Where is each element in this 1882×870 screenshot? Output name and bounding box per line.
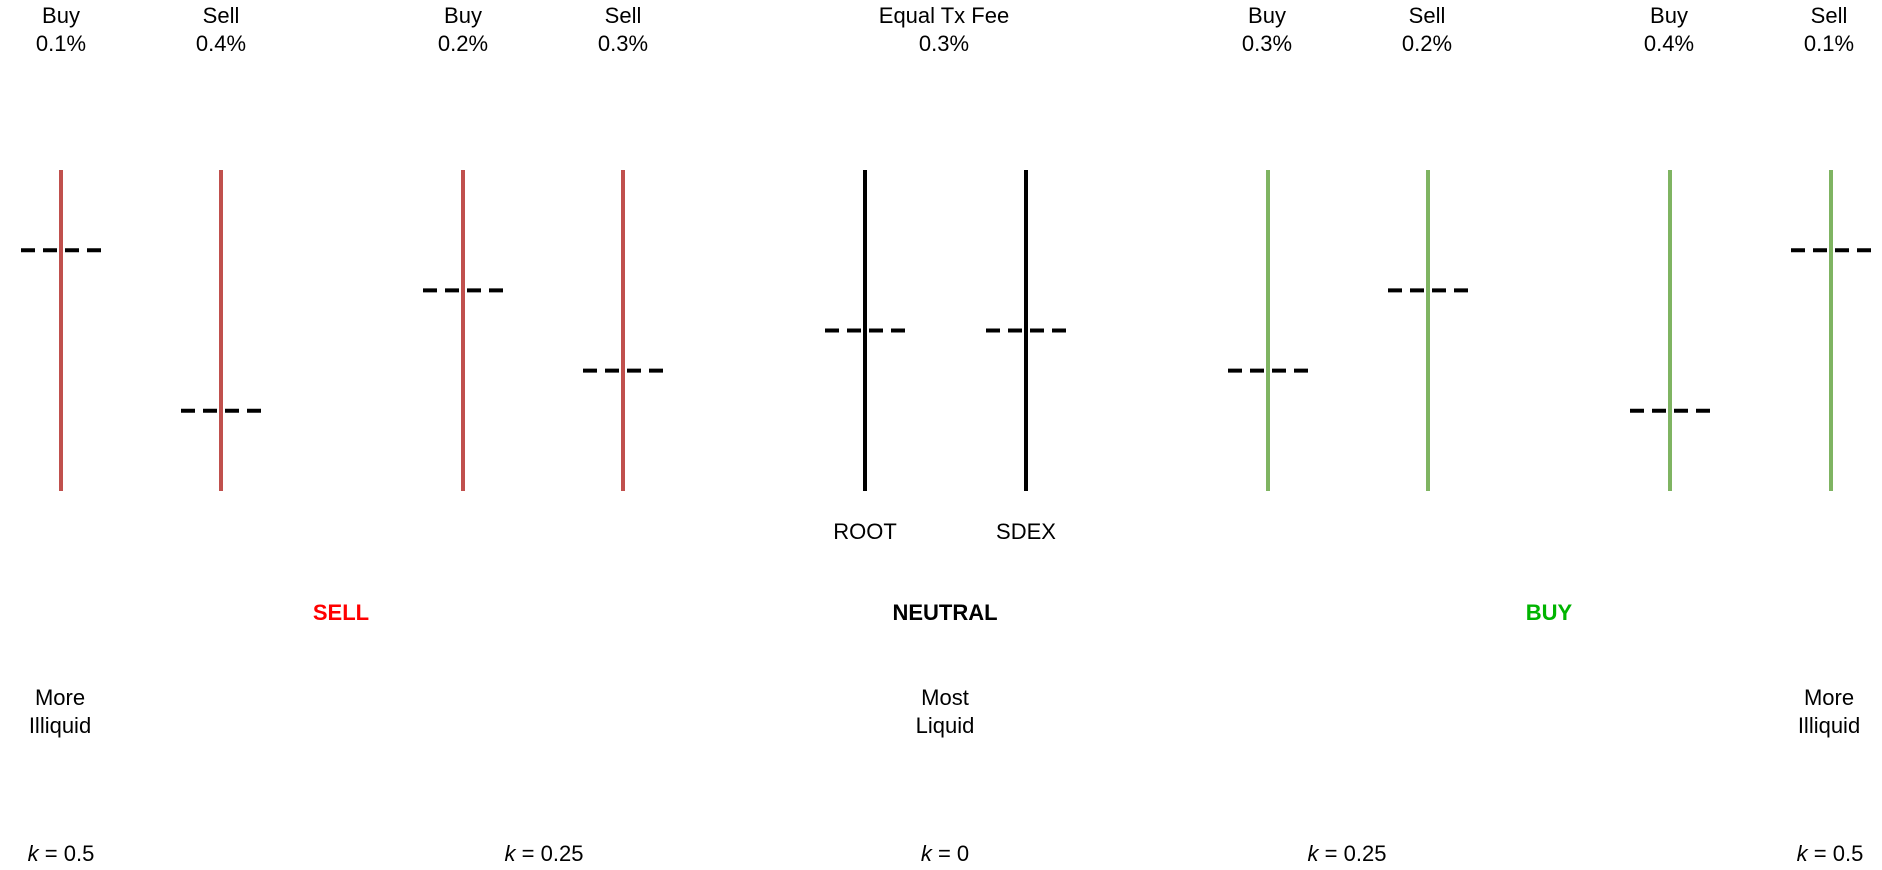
fee-header-side: Buy (42, 3, 80, 28)
k-label: k = 0.25 (1308, 841, 1387, 866)
k-variable: k (921, 841, 933, 866)
k-label: k = 0.5 (28, 841, 95, 866)
fee-header-side: Sell (1409, 3, 1446, 28)
state-label-buy: BUY (1526, 600, 1573, 625)
fee-header-value: 0.4% (196, 31, 246, 56)
k-variable: k (28, 841, 40, 866)
k-labels: k = 0.5 k = 0.25 k = 0 k = 0.25 k = 0.5 (28, 841, 1864, 866)
fee-header-value: 0.3% (1242, 31, 1292, 56)
k-variable: k (1797, 841, 1809, 866)
fee-header-side: Sell (203, 3, 240, 28)
exchange-label-root: ROOT (833, 519, 897, 544)
fee-header-value: 0.4% (1644, 31, 1694, 56)
fee-header-value: 0.1% (1804, 31, 1854, 56)
fee-header-value: 0.3% (919, 31, 969, 56)
fee-header-side: Buy (1650, 3, 1688, 28)
fee-header-side: Sell (605, 3, 642, 28)
liquidity-label-line2: Liquid (916, 713, 975, 738)
k-variable: k (505, 841, 517, 866)
exchange-labels: ROOT SDEX (833, 519, 1056, 544)
state-label-sell: SELL (313, 600, 369, 625)
k-label: k = 0.25 (505, 841, 584, 866)
price-bars (21, 170, 1873, 491)
k-value: = 0 (932, 841, 969, 866)
fee-header-value: 0.1% (36, 31, 86, 56)
k-value: = 0.5 (1808, 841, 1864, 866)
k-value: = 0.25 (1319, 841, 1387, 866)
k-value: = 0.5 (39, 841, 95, 866)
liquidity-label-line1: Most (921, 685, 969, 710)
fee-header-side: Equal Tx Fee (879, 3, 1009, 28)
liquidity-label-line1: More (35, 685, 85, 710)
k-value: = 0.25 (516, 841, 584, 866)
k-label: k = 0 (921, 841, 969, 866)
exchange-label-sdex: SDEX (996, 519, 1056, 544)
k-variable: k (1308, 841, 1320, 866)
fee-header-side: Sell (1811, 3, 1848, 28)
fee-headers: Buy 0.1% Sell 0.4% Buy 0.2% Sell 0.3% Eq… (36, 3, 1854, 56)
k-label: k = 0.5 (1797, 841, 1864, 866)
fee-header-value: 0.3% (598, 31, 648, 56)
liquidity-label-line2: Illiquid (29, 713, 91, 738)
fee-header-value: 0.2% (1402, 31, 1452, 56)
market-states: SELL NEUTRAL BUY (313, 600, 1573, 625)
liquidity-labels: More Illiquid Most Liquid More Illiquid (29, 685, 1860, 738)
liquidity-label-line2: Illiquid (1798, 713, 1860, 738)
state-label-neutral: NEUTRAL (892, 600, 997, 625)
fee-header-side: Buy (444, 3, 482, 28)
fee-header-value: 0.2% (438, 31, 488, 56)
fee-header-side: Buy (1248, 3, 1286, 28)
liquidity-label-line1: More (1804, 685, 1854, 710)
